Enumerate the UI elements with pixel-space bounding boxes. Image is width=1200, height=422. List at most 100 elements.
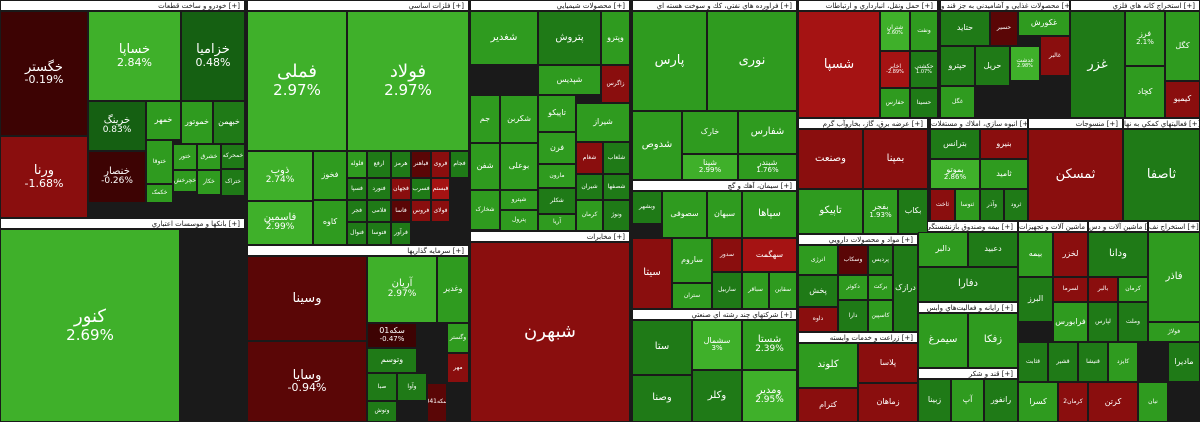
stock-tile[interactable]: بالبر (1088, 277, 1118, 302)
stock-tile[interactable]: سپاها (742, 191, 797, 238)
stock-tile[interactable]: فلوله (347, 151, 367, 178)
stock-tile[interactable]: ارفع (367, 151, 391, 178)
stock-tile[interactable]: فملی 2.97% (247, 11, 347, 151)
stock-tile[interactable]: غکورش (1018, 11, 1070, 36)
stock-tile[interactable]: فرابورس (1053, 302, 1088, 342)
stock-tile[interactable]: فبستم (431, 178, 450, 200)
stock-tile[interactable]: بکاب (898, 189, 928, 234)
stock-tile[interactable]: فرز 2.1% (1125, 11, 1165, 66)
stock-tile[interactable]: قنیشا (1078, 342, 1108, 382)
stock-tile[interactable]: کاوه (313, 200, 347, 245)
stock-tile[interactable]: شخارک (470, 190, 500, 230)
stock-tile[interactable]: شکلر (538, 188, 576, 214)
stock-tile[interactable]: اخابر -2.89% (880, 51, 910, 88)
sector-header[interactable]: فراورده هاي نفتي، كك و سوخت هسته اي [+] (632, 0, 797, 11)
sector-header[interactable]: فعاليتهاي كمكي به نها [+] (1123, 118, 1200, 129)
stock-tile[interactable]: فولای (431, 200, 450, 222)
stock-tile[interactable]: کایزد (1108, 342, 1138, 382)
stock-tile[interactable]: ساربیل (712, 272, 742, 309)
stock-tile[interactable]: تاپیکو (798, 189, 863, 234)
stock-tile[interactable]: کرمان (1118, 277, 1148, 302)
stock-tile[interactable]: حتاید (940, 11, 990, 46)
stock-tile[interactable]: ودانا (1088, 232, 1148, 277)
stock-tile[interactable]: شکربن (500, 95, 538, 143)
stock-tile[interactable]: سدور (712, 238, 742, 272)
stock-tile[interactable]: پتروش (538, 11, 601, 65)
stock-tile[interactable]: حسینا (910, 88, 938, 118)
stock-tile[interactable]: وتوش (367, 401, 397, 422)
stock-tile[interactable]: وآذر (980, 189, 1004, 221)
stock-tile[interactable]: خگستر -0.19% (0, 11, 88, 136)
stock-tile[interactable]: ختراک (221, 169, 245, 196)
stock-tile[interactable]: شیراز (576, 103, 630, 142)
stock-tile[interactable]: تاپیکو (538, 95, 576, 132)
stock-tile[interactable]: هرمز (391, 151, 411, 178)
stock-tile[interactable]: فرن (538, 132, 576, 164)
stock-tile[interactable]: قشیر (1048, 342, 1078, 382)
stock-tile[interactable]: زماهان (858, 383, 918, 422)
stock-tile[interactable]: ذوب 2.74% (247, 151, 313, 201)
stock-tile[interactable]: وبشهر (632, 191, 662, 224)
stock-tile[interactable]: کترام (798, 388, 858, 422)
stock-tile[interactable]: شتران 2.60% (880, 11, 910, 51)
stock-tile[interactable]: حسیر (990, 11, 1018, 46)
stock-tile[interactable]: خرینگ 0.83% (88, 101, 146, 151)
stock-tile[interactable]: فروی (431, 151, 450, 178)
stock-tile[interactable]: زبینا (918, 379, 951, 422)
sector-header[interactable]: انبوه سازي، املاك و مستغلات [+] (930, 118, 1028, 129)
stock-tile[interactable]: برکت (868, 275, 893, 300)
stock-tile[interactable]: بموتو 2.86% (930, 159, 980, 189)
sector-header[interactable]: ماشين آلات و دس [+] (1088, 221, 1148, 232)
sector-header[interactable]: ماشين آلات و تجهيزات [+] (1018, 221, 1088, 232)
stock-tile[interactable]: شصفها (603, 174, 630, 200)
stock-tile[interactable]: خمحرکه (221, 144, 245, 169)
stock-tile[interactable]: ومدیر 2.95% (742, 370, 797, 422)
stock-tile[interactable]: وسکاب (838, 245, 868, 275)
sector-header[interactable]: بيمه وصندوق بازنشستگي [+] (918, 221, 1018, 232)
stock-tile[interactable]: سهگمت (742, 238, 797, 272)
stock-tile[interactable]: وسایا -0.94% (247, 341, 367, 422)
stock-tile[interactable]: فتوسا (367, 222, 391, 245)
stock-tile[interactable]: غالبر (1040, 36, 1070, 76)
stock-tile[interactable]: ثرود (1004, 189, 1028, 221)
stock-tile[interactable]: داوه (798, 307, 838, 332)
stock-tile[interactable]: فجام (450, 151, 469, 178)
sector-header[interactable]: مواد و محصولات دارويي [+] (798, 234, 918, 245)
stock-tile[interactable]: خشرق (197, 144, 221, 170)
stock-tile[interactable]: فسرب (411, 178, 431, 200)
stock-tile[interactable]: دارا (838, 300, 868, 332)
stock-tile[interactable]: شیران (576, 174, 603, 200)
stock-tile[interactable]: حریل (975, 46, 1010, 86)
sector-header[interactable]: خودرو و ساخت قطعات [+] (0, 0, 245, 11)
stock-tile[interactable]: پخش (798, 275, 838, 307)
stock-tile[interactable]: انرژی (798, 245, 838, 275)
sector-header[interactable]: محصولات شيميايي [+] (470, 0, 630, 11)
stock-tile[interactable]: رانفور (984, 379, 1018, 422)
stock-tile[interactable]: کلوند (798, 343, 858, 388)
stock-tile[interactable]: شپنا 2.99% (682, 154, 738, 180)
stock-tile[interactable]: بمپنا (863, 129, 928, 189)
stock-tile[interactable]: فاسا (391, 200, 411, 222)
stock-tile[interactable]: وصنا (632, 375, 692, 422)
stock-tile[interactable]: بفجر 1.93% (863, 189, 898, 234)
stock-tile[interactable]: نیان (1138, 382, 1168, 422)
sector-header[interactable]: عرضه برق، گاز، بخاروآب گرم [+] (798, 118, 928, 129)
stock-tile[interactable]: کاسپین (868, 300, 893, 332)
stock-tile[interactable]: فولاد 2.97% (347, 11, 469, 151)
stock-tile[interactable]: غگل (940, 86, 975, 118)
sector-header[interactable]: رايانه و فعاليت‌هاي وابس [+] (918, 302, 1018, 313)
stock-tile[interactable]: وپترو (601, 11, 630, 65)
stock-tile[interactable]: جم (470, 95, 500, 143)
stock-tile[interactable]: پترول (500, 210, 538, 231)
stock-tile[interactable]: فنورد (367, 178, 391, 200)
stock-tile[interactable]: لسرما (1053, 277, 1088, 302)
stock-tile[interactable]: درازک (893, 245, 918, 332)
stock-tile[interactable]: پردیس (868, 245, 893, 275)
stock-tile[interactable]: شغدیر (470, 11, 538, 65)
sector-header[interactable]: استخراج كانه هاي فلزي [+] (1070, 0, 1200, 11)
stock-tile[interactable]: فجهان (391, 178, 411, 200)
stock-tile[interactable]: مهر (447, 353, 469, 383)
stock-tile[interactable]: فلامی (367, 200, 391, 222)
stock-tile[interactable]: بنیرو (980, 129, 1028, 159)
stock-tile[interactable]: سیمرغ (918, 313, 968, 368)
